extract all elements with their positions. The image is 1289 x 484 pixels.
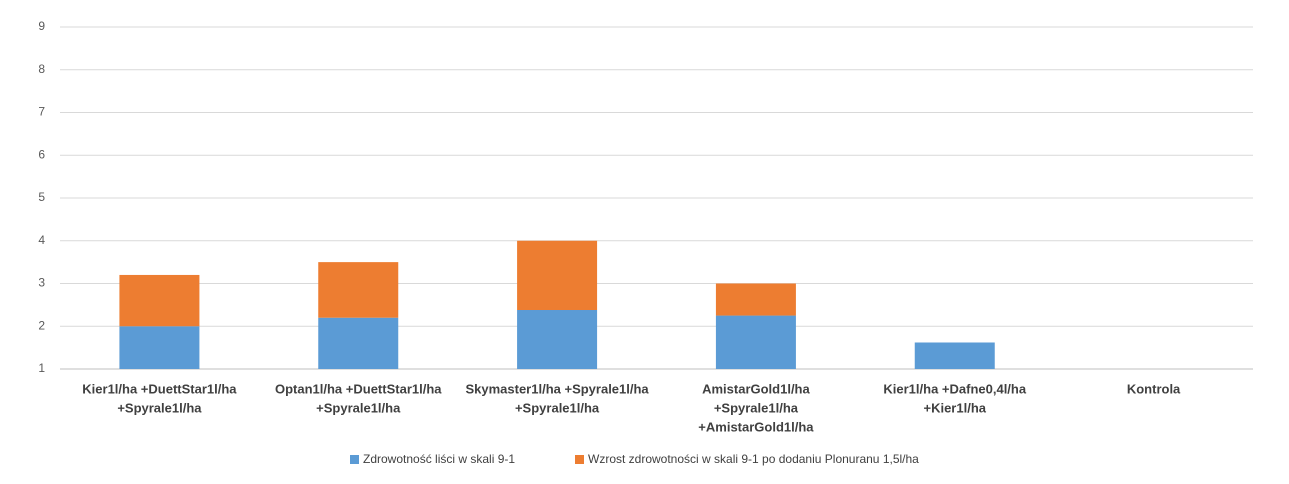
x-tick-label: +Kier1l/ha <box>923 400 986 415</box>
y-tick-label: 9 <box>38 19 45 33</box>
legend-label: Wzrost zdrowotności w skali 9-1 po dodan… <box>588 452 919 466</box>
x-tick-label: +Spyrale1l/ha <box>117 400 202 415</box>
legend-swatch <box>350 455 359 464</box>
y-tick-label: 3 <box>38 276 45 290</box>
bar-segment <box>715 283 796 316</box>
bar-segment <box>318 317 399 369</box>
x-tick-label: +AmistarGold1l/ha <box>698 419 814 434</box>
bar-segment <box>715 315 796 369</box>
x-tick-label: AmistarGold1l/ha <box>702 381 810 396</box>
y-tick-label: 8 <box>38 62 45 76</box>
x-tick-label: +Spyrale1l/ha <box>714 400 799 415</box>
y-tick-label: 1 <box>38 361 45 375</box>
y-tick-label: 5 <box>38 190 45 204</box>
x-tick-label: Kier1l/ha +DuettStar1l/ha <box>82 381 237 396</box>
y-tick-label: 4 <box>38 233 45 247</box>
x-tick-label: Kontrola <box>1127 381 1181 396</box>
bar-segment <box>914 342 995 369</box>
y-tick-label: 7 <box>38 105 45 119</box>
bar-segment <box>517 310 598 369</box>
x-tick-label: Kier1l/ha +Dafne0,4l/ha <box>883 381 1026 396</box>
legend-swatch <box>575 455 584 464</box>
x-tick-label: Optan1l/ha +DuettStar1l/ha <box>275 381 442 396</box>
bar-segment <box>119 326 200 369</box>
x-tick-label: Skymaster1l/ha +Spyrale1l/ha <box>465 381 649 396</box>
y-tick-label: 6 <box>38 147 45 161</box>
y-tick-label: 2 <box>38 318 45 332</box>
x-tick-label: +Spyrale1l/ha <box>515 400 600 415</box>
bar-segment <box>318 262 399 318</box>
bar-segment <box>517 240 598 311</box>
x-tick-label: +Spyrale1l/ha <box>316 400 401 415</box>
bar-segment <box>119 274 200 327</box>
legend-label: Zdrowotność liści w skali 9-1 <box>363 452 515 466</box>
